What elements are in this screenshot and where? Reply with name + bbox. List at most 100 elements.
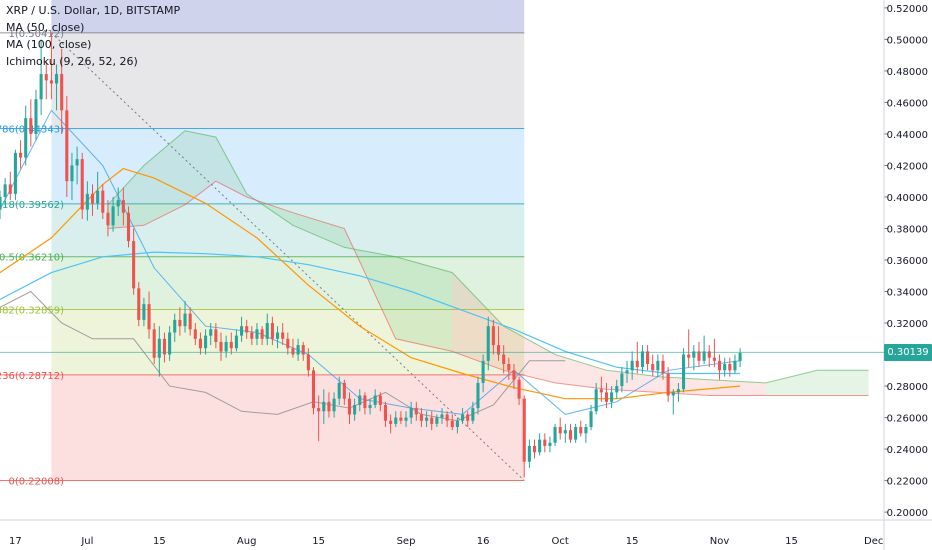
candle-body (54, 74, 59, 84)
candle (548, 436, 552, 453)
candle (640, 345, 644, 374)
y-tick-label: 0.42000 (887, 161, 928, 172)
candle (445, 411, 449, 428)
candle-body (568, 430, 573, 440)
candle (24, 105, 28, 166)
candle (599, 376, 603, 402)
candle-body (579, 427, 583, 434)
candle-body (291, 348, 295, 355)
candle-body (39, 74, 43, 100)
candle (486, 316, 490, 371)
candle (178, 307, 182, 336)
candle (671, 389, 675, 415)
candle-body (327, 401, 331, 412)
candle (229, 332, 233, 355)
candle-body (707, 351, 711, 358)
x-tick-label: Aug (237, 536, 257, 547)
candle-body (245, 326, 249, 333)
ma50-line (0, 167, 741, 400)
candle-body (44, 74, 48, 81)
candle (152, 323, 156, 364)
candle (29, 99, 33, 147)
candle (430, 411, 434, 431)
candle-body (712, 357, 716, 361)
ichimoku-span-b (107, 180, 869, 396)
y-tick-label: 0.32000 (887, 319, 928, 330)
candle-body (157, 338, 161, 358)
candle (502, 345, 506, 374)
candle (491, 319, 495, 355)
candle (209, 323, 213, 346)
candle-body (96, 190, 100, 204)
candle (204, 329, 208, 355)
candle (291, 338, 295, 358)
candle-body (563, 430, 567, 434)
candle (733, 354, 737, 374)
candle-body (394, 417, 398, 424)
y-tick-label: 0.20000 (887, 508, 928, 519)
candle-body (152, 329, 156, 358)
candle-body (342, 382, 346, 399)
candle-body (450, 420, 454, 428)
fib-trend-line (51, 32, 525, 481)
candle-body (728, 364, 732, 371)
candle-body (584, 427, 588, 434)
candle-body (29, 118, 33, 134)
candle-body (260, 329, 264, 339)
fib-zone (51, 374, 525, 481)
candle-body (435, 417, 439, 424)
candle-body (198, 338, 202, 349)
candle-body (589, 411, 593, 428)
candle-body (692, 351, 696, 358)
candle (327, 392, 331, 418)
candle-body (311, 370, 316, 409)
x-tick-label: 15 (785, 536, 798, 547)
candle (275, 326, 280, 349)
candle (676, 382, 680, 402)
candle (620, 367, 624, 393)
candle (214, 323, 218, 349)
candle (656, 354, 660, 377)
candle (574, 423, 578, 443)
candle-body (738, 352, 742, 361)
candle-body (461, 414, 465, 421)
candle-body (574, 427, 578, 440)
candle-body (604, 392, 609, 402)
candle (49, 33, 53, 100)
candle (311, 367, 316, 415)
y-tick-label: 0.38000 (887, 224, 928, 235)
candle-body (137, 288, 141, 320)
candle-body (168, 332, 172, 355)
candle (558, 417, 562, 440)
candle (142, 297, 146, 327)
candle-body (419, 414, 423, 421)
candle-body (85, 193, 89, 210)
candle (0, 190, 2, 220)
candle (270, 316, 274, 346)
candle-body (317, 408, 321, 412)
candle-body (209, 329, 213, 336)
x-tick-label: 17 (9, 536, 22, 547)
candle-body (553, 427, 557, 443)
y-tick-label: 0.28000 (887, 382, 928, 393)
candle (111, 196, 115, 232)
candle (234, 329, 238, 352)
candle-body (363, 395, 367, 409)
candle-body (491, 326, 495, 346)
candle-body (24, 118, 28, 158)
candle-body (430, 417, 434, 424)
candle-body (455, 420, 459, 428)
candle-body (502, 354, 506, 364)
fib-level-label: 0.618(0.39562) (0, 200, 64, 211)
candle (435, 414, 439, 428)
candle (147, 291, 151, 339)
candle-body (90, 193, 95, 204)
candle (404, 411, 408, 428)
candle (65, 96, 69, 197)
candle-body (219, 341, 223, 352)
candle-body (522, 398, 526, 462)
y-tick-label: 0.40000 (887, 193, 928, 204)
candle-body (625, 370, 629, 374)
